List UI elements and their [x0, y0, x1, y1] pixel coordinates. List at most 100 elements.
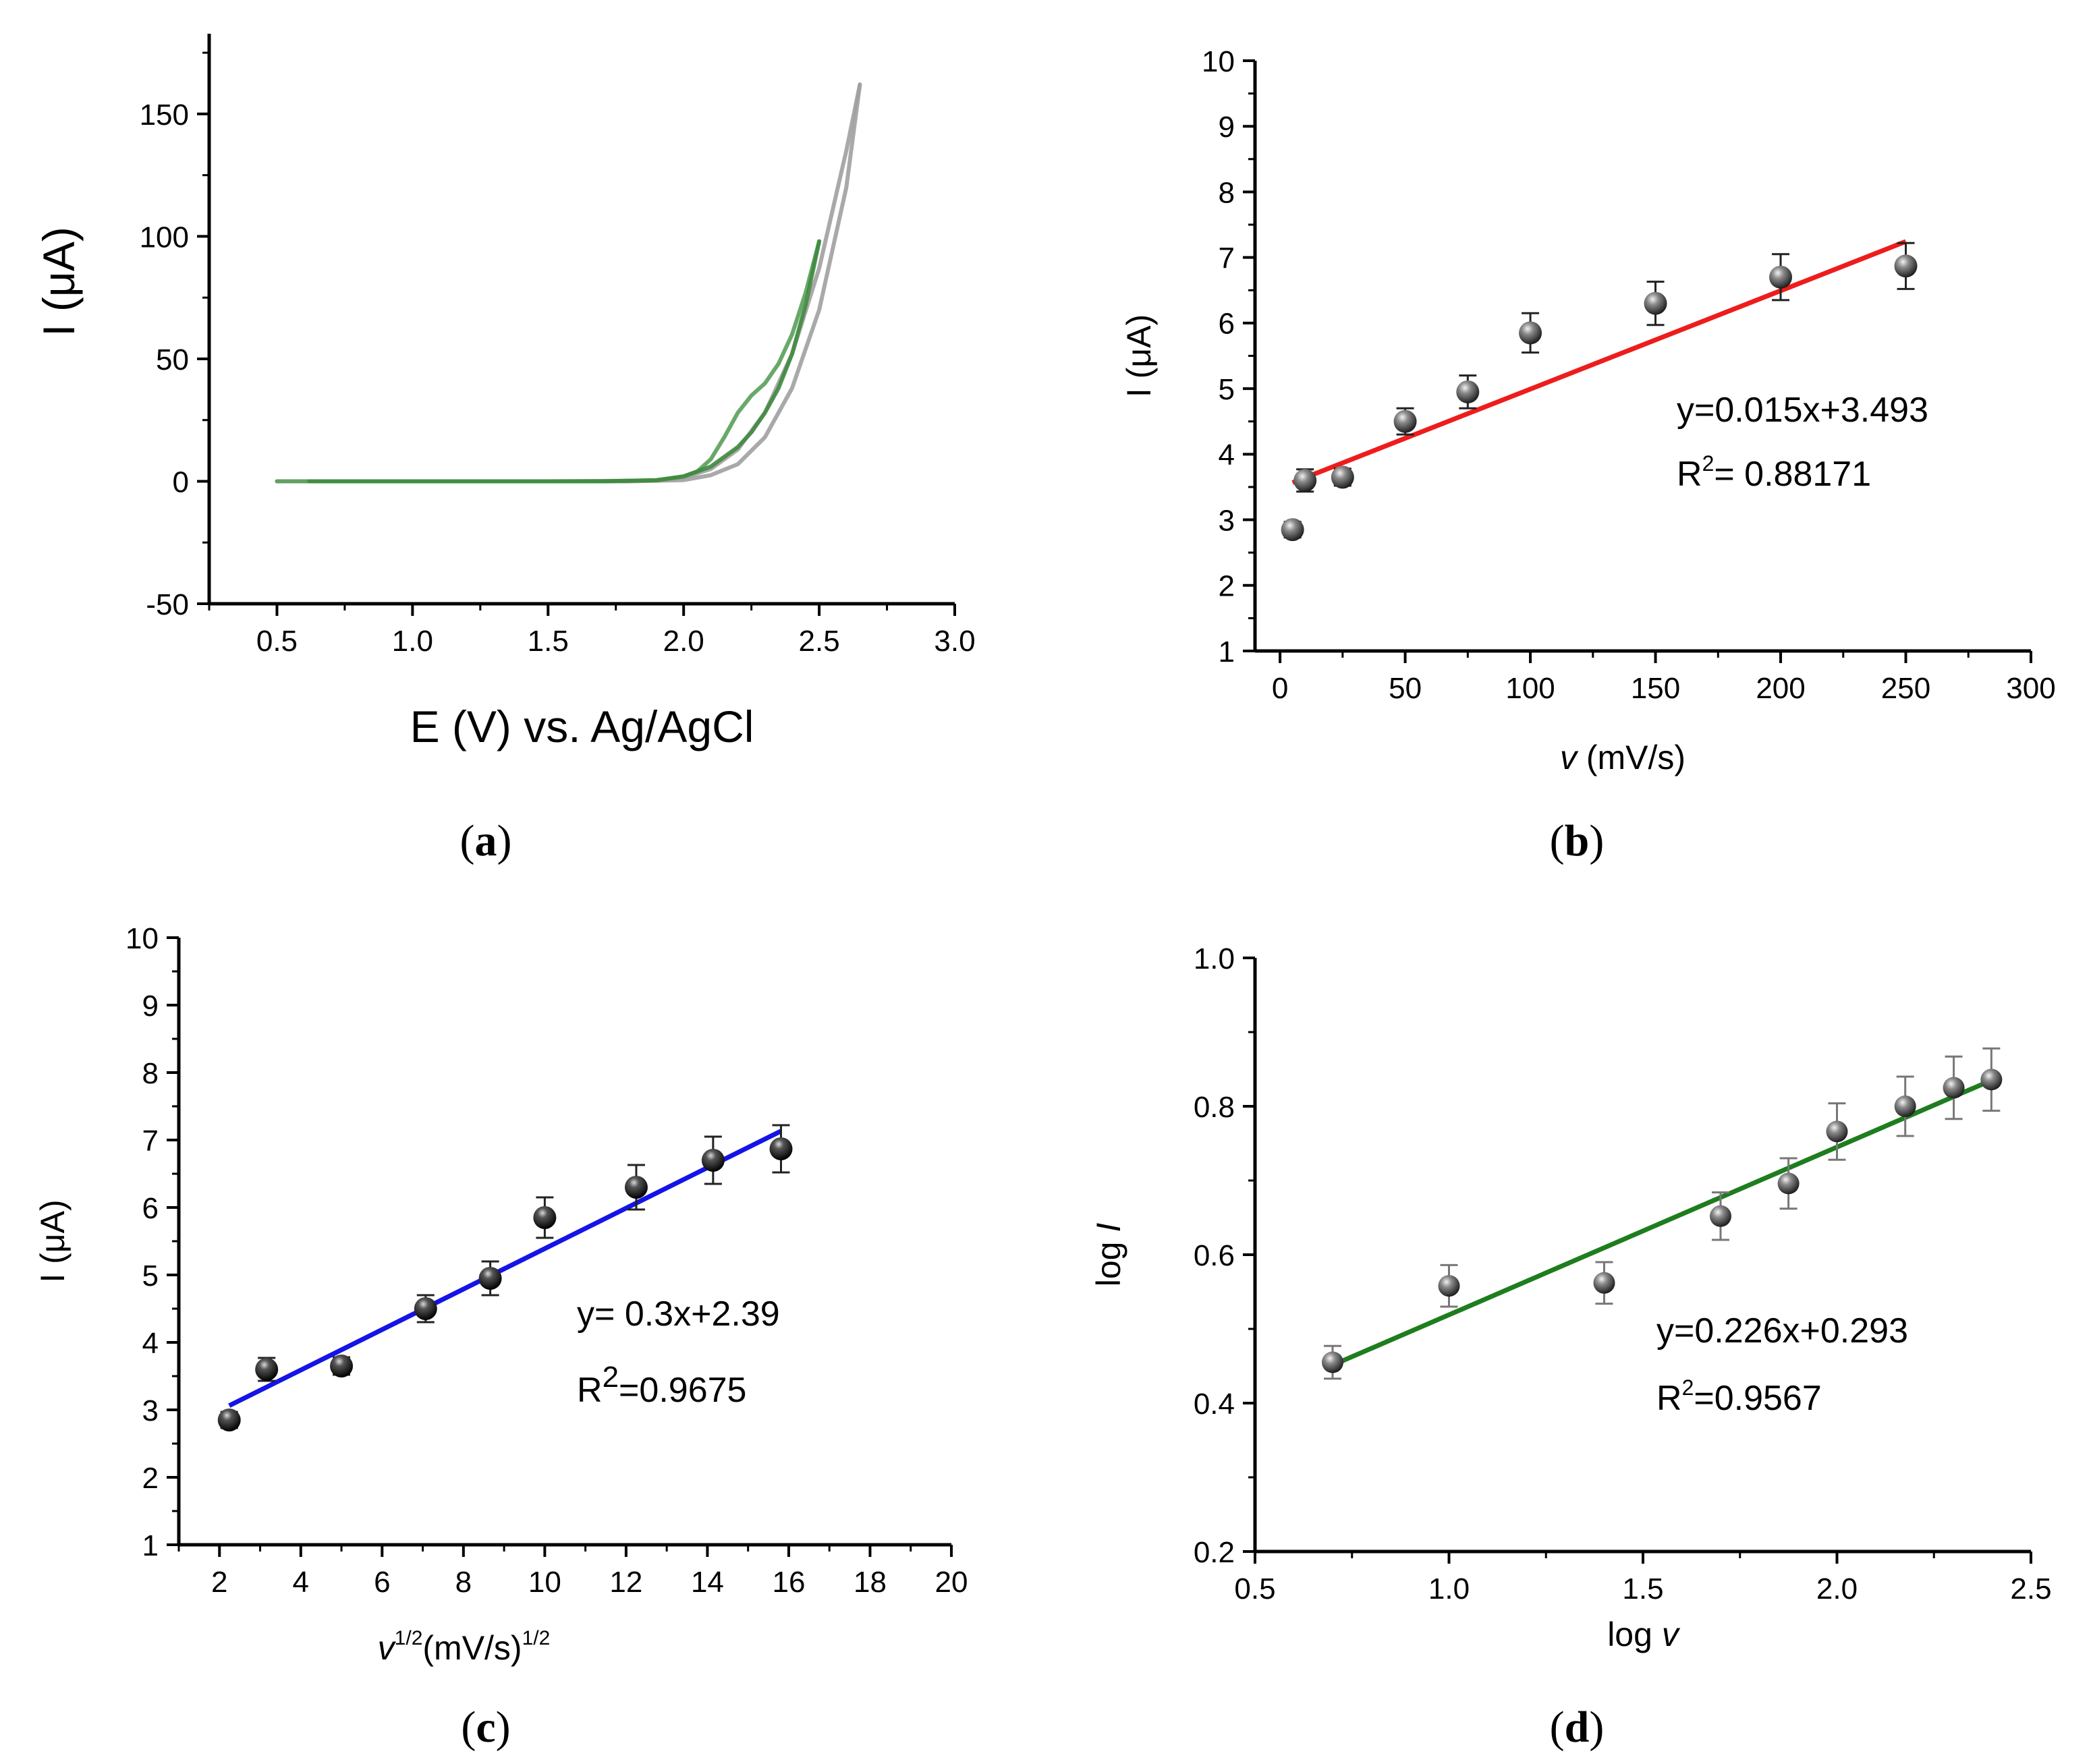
data-point — [1322, 1351, 1343, 1373]
y-tick-label: 0.6 — [1194, 1239, 1235, 1272]
x-tick-label: 100 — [1505, 672, 1555, 705]
data-point — [1644, 291, 1667, 315]
x-tick-label: 10 — [528, 1566, 561, 1599]
x-tick-label: 0.5 — [256, 625, 298, 658]
data-point — [624, 1176, 648, 1199]
y-tick-label: 3 — [1219, 504, 1235, 537]
x-tick-label: 0 — [1272, 672, 1288, 705]
data-point — [1894, 254, 1918, 278]
x-tick-label: 1.0 — [1428, 1572, 1470, 1605]
x-tick-label: 2.0 — [1816, 1572, 1858, 1605]
data-point — [1777, 1172, 1800, 1195]
panel-label-d: (d) — [1550, 1703, 1605, 1752]
data-point — [1456, 380, 1480, 403]
x-tick-label: 4 — [293, 1566, 309, 1599]
x-axis-label: E (V) vs. Ag/AgCl — [410, 702, 754, 751]
y-tick-label: -50 — [146, 588, 189, 621]
data-point — [1894, 1096, 1916, 1117]
y-tick-label: 4 — [142, 1327, 159, 1360]
x-tick-label: 1.5 — [528, 625, 569, 658]
fit-equation: y=0.015x+3.493 — [1677, 391, 1928, 430]
x-tick-label: 6 — [374, 1566, 390, 1599]
fit-equation: y= 0.3x+2.39 — [577, 1294, 780, 1334]
x-tick-label: 20 — [935, 1566, 968, 1599]
chart-a: 0.5 1.0 1.5 2.0 2.5 3.0 -50 0 50 100 150 E (V) vs. … — [34, 34, 976, 751]
r-squared: R2=0.9567 — [1656, 1375, 1822, 1418]
y-tick-label: 1 — [142, 1529, 159, 1562]
x-tick-label: 2 — [211, 1566, 227, 1599]
y-tick-label: 7 — [142, 1125, 159, 1158]
y-tick-label: 0.2 — [1194, 1536, 1235, 1569]
x-axis-label: v (mV/s) — [1560, 739, 1685, 776]
fit-equation: y=0.226x+0.293 — [1656, 1311, 1908, 1350]
data-point — [1943, 1077, 1965, 1099]
x-tick-label: 1.5 — [1622, 1572, 1663, 1605]
y-tick-label: 1 — [1219, 635, 1235, 668]
x-tick-label: 2.5 — [2010, 1572, 2051, 1605]
fit-line — [1331, 1078, 1992, 1367]
data-point — [1593, 1272, 1615, 1294]
data-point — [1519, 321, 1542, 345]
x-tick-label: 12 — [609, 1566, 642, 1599]
panel-label-c: (c) — [461, 1703, 510, 1752]
data-point — [1769, 265, 1793, 289]
r-squared: R2=0.9675 — [577, 1361, 746, 1410]
data-point — [1281, 518, 1304, 542]
x-tick-label: 1.0 — [392, 625, 433, 658]
data-point — [414, 1297, 437, 1320]
data-point — [255, 1358, 279, 1381]
y-tick-label: 0.8 — [1194, 1091, 1235, 1124]
chart-d: 0.5 1.0 1.5 2.0 2.5 0.2 0.4 0.6 0.8 1.0 log v log I… — [1090, 942, 2052, 1653]
fit-line — [228, 1129, 783, 1408]
y-axis-label: I (μA) — [1120, 314, 1158, 397]
data-point — [533, 1206, 557, 1229]
y-axis-label: I (μA) — [34, 1199, 72, 1282]
x-tick-label: 14 — [691, 1566, 724, 1599]
y-tick-label: 2 — [1219, 570, 1235, 603]
y-tick-label: 150 — [140, 98, 189, 132]
data-point — [1393, 409, 1417, 433]
y-axis-label: I (μA) — [34, 227, 84, 337]
y-tick-label: 0.4 — [1194, 1388, 1235, 1421]
data-point — [1826, 1120, 1848, 1143]
data-point — [478, 1267, 502, 1290]
panel-label-b: (b) — [1550, 816, 1605, 865]
x-tick-label: 200 — [1756, 672, 1805, 705]
x-tick-label: 50 — [1389, 672, 1422, 705]
y-tick-label: 6 — [142, 1192, 159, 1225]
y-tick-label: 100 — [140, 221, 189, 254]
data-point — [217, 1409, 241, 1431]
y-tick-label: 5 — [142, 1259, 159, 1292]
y-tick-label: 8 — [1219, 176, 1235, 209]
x-tick-label: 3.0 — [934, 625, 975, 658]
y-tick-label: 0 — [173, 465, 189, 499]
x-tick-label: 0.5 — [1234, 1572, 1275, 1605]
data-point — [1980, 1069, 2003, 1091]
x-tick-label: 2.0 — [663, 625, 704, 658]
data-point — [1438, 1275, 1460, 1297]
x-tick-label: 300 — [2006, 672, 2055, 705]
cv-curve-green-reverse — [307, 239, 822, 484]
data-point — [769, 1137, 793, 1160]
data-point — [1710, 1205, 1731, 1227]
y-tick-label: 8 — [142, 1057, 159, 1090]
y-tick-label: 7 — [1219, 242, 1235, 275]
x-tick-label: 8 — [455, 1566, 472, 1599]
y-tick-label: 9 — [142, 990, 159, 1023]
x-tick-label: 16 — [772, 1566, 805, 1599]
x-tick-label: 2.5 — [799, 625, 840, 658]
x-axis-label: v1/2(mV/s)1/2 — [378, 1627, 551, 1667]
y-tick-label: 5 — [1219, 373, 1235, 406]
y-tick-label: 4 — [1219, 438, 1235, 472]
chart-c: 2 4 6 8 10 12 14 16 18 2012345678910v1/2(mV/s)1/2… — [34, 922, 968, 1667]
y-tick-label: 2 — [142, 1462, 159, 1495]
x-tick-label: 18 — [854, 1566, 887, 1599]
x-tick-label: 150 — [1631, 672, 1680, 705]
y-tick-label: 9 — [1219, 111, 1235, 144]
data-point — [330, 1355, 354, 1377]
data-point — [1331, 465, 1354, 489]
x-axis-label: log v — [1607, 1616, 1681, 1653]
y-axis-label: log I — [1090, 1223, 1127, 1287]
data-point — [1293, 469, 1317, 492]
